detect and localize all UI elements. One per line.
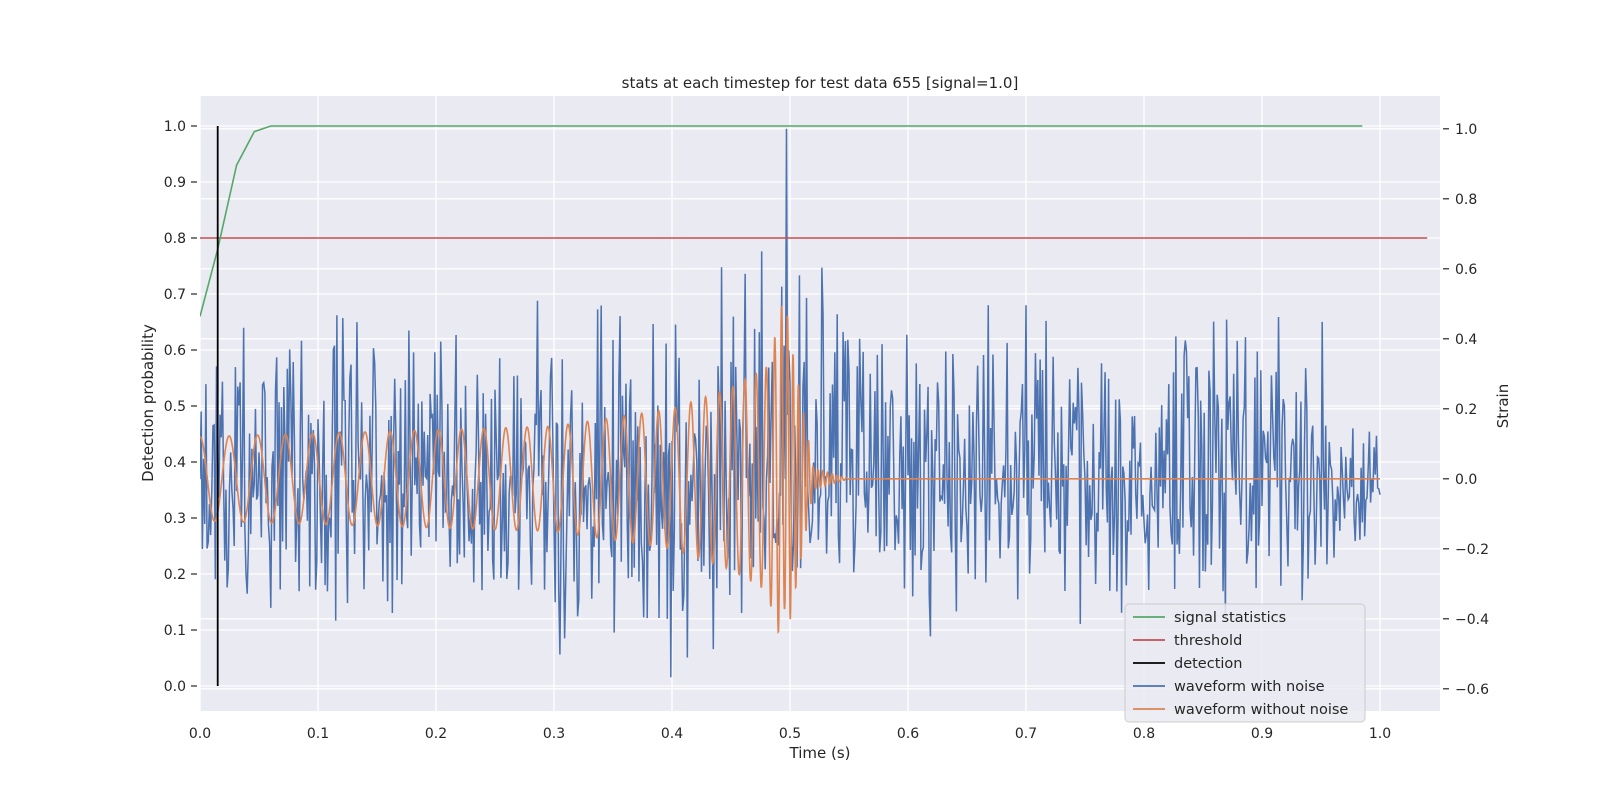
y2-tick-label: 0.2 bbox=[1455, 402, 1477, 418]
chart-title: stats at each timestep for test data 655… bbox=[622, 74, 1019, 92]
x-tick-label: 0.7 bbox=[1015, 726, 1037, 742]
y-tick-label: 1.0 bbox=[164, 119, 186, 135]
y-tick-label: 0.9 bbox=[164, 175, 186, 191]
legend-label: signal statistics bbox=[1174, 610, 1286, 626]
x-tick-label: 0.8 bbox=[1133, 726, 1155, 742]
x-tick-label: 1.0 bbox=[1369, 726, 1391, 742]
y-tick-label: 0.5 bbox=[164, 399, 186, 415]
y-tick-label: 0.3 bbox=[164, 511, 186, 527]
x-tick-label: 0.3 bbox=[543, 726, 565, 742]
series-line-waveform-without-noise bbox=[200, 305, 1380, 635]
y2-tick-label: 0.6 bbox=[1455, 262, 1477, 278]
y-tick-label: 0.8 bbox=[164, 231, 186, 247]
x-tick-label: 0.2 bbox=[425, 726, 447, 742]
y2-tick-label: −0.6 bbox=[1455, 682, 1489, 698]
y2-tick-label: −0.4 bbox=[1455, 612, 1489, 628]
y2-tick-label: 0.0 bbox=[1455, 472, 1477, 488]
y2-tick-label: 1.0 bbox=[1455, 122, 1477, 138]
x-tick-labels: 0.0 0.1 0.2 0.3 0.4 0.5 0.6 0.7 0.8 0.9 1.0 bbox=[189, 726, 1391, 742]
x-tick-label: 0.0 bbox=[189, 726, 211, 742]
legend-label: waveform with noise bbox=[1174, 679, 1325, 695]
y2-tick-label: 0.4 bbox=[1455, 332, 1477, 348]
y2-tick-label: 0.8 bbox=[1455, 192, 1477, 208]
y-tick-label: 0.7 bbox=[164, 287, 186, 303]
y-axis-label: Detection probability bbox=[139, 324, 157, 482]
y2-axis-label: Strain bbox=[1494, 384, 1512, 428]
legend-label: waveform without noise bbox=[1174, 702, 1348, 718]
y-tick-label: 0.2 bbox=[164, 567, 186, 583]
legend-label: detection bbox=[1174, 656, 1242, 672]
legend-box bbox=[1124, 603, 1366, 723]
x-axis-label: Time (s) bbox=[789, 744, 851, 762]
series-line-waveform-with-noise bbox=[200, 128, 1381, 678]
y-tick-label: 0.4 bbox=[164, 455, 186, 471]
legend: signal statistics threshold detection wavef… bbox=[1124, 603, 1366, 723]
x-tick-label: 0.1 bbox=[307, 726, 329, 742]
series-line-signal-statistics bbox=[200, 125, 1363, 317]
y-tick-label: 0.0 bbox=[164, 679, 186, 695]
x-tick-label: 0.5 bbox=[779, 726, 801, 742]
y2-tick-label: −0.2 bbox=[1455, 542, 1489, 558]
legend-label: threshold bbox=[1174, 633, 1242, 649]
x-tick-label: 0.6 bbox=[897, 726, 919, 742]
x-tick-label: 0.4 bbox=[661, 726, 683, 742]
y2-tick-labels: −0.6 −0.4 −0.2 0.0 0.2 0.4 0.6 0.8 1.0 bbox=[1443, 122, 1489, 698]
y-tick-labels: 0.0 0.1 0.2 0.3 0.4 0.5 0.6 0.7 0.8 0.9 1.0 bbox=[164, 119, 197, 695]
y-tick-label: 0.1 bbox=[164, 623, 186, 639]
y-tick-label: 0.6 bbox=[164, 343, 186, 359]
x-tick-label: 0.9 bbox=[1251, 726, 1273, 742]
series-layer bbox=[200, 125, 1428, 686]
